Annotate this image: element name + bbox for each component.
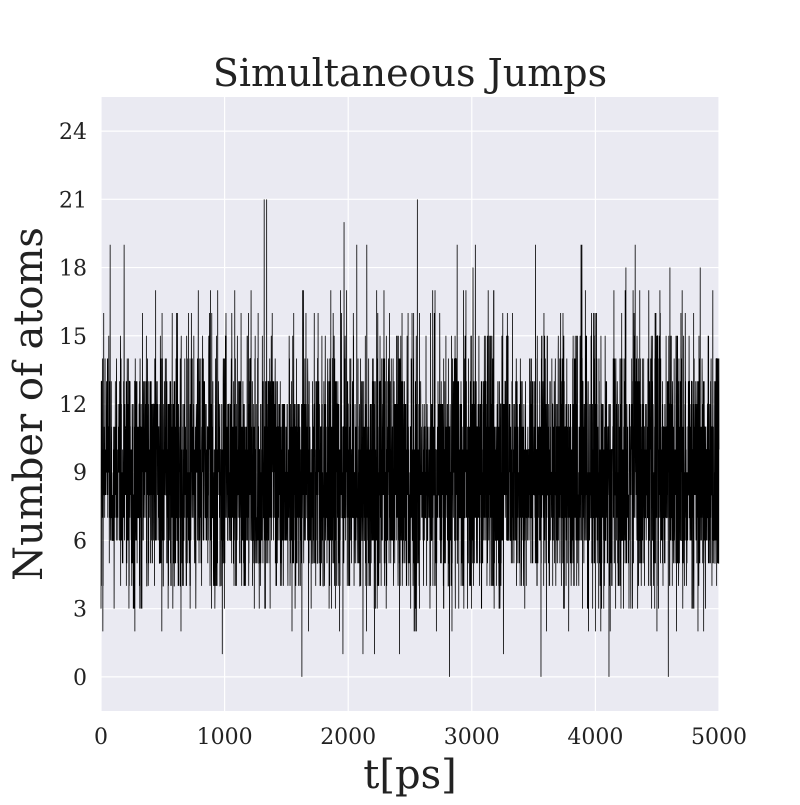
chart-title: Simultaneous Jumps (213, 51, 607, 95)
y-tick-label: 24 (59, 120, 87, 145)
y-tick-label: 6 (73, 529, 87, 554)
y-tick-label: 12 (59, 393, 87, 418)
y-tick-label: 15 (59, 325, 87, 350)
x-tick-label: 5000 (691, 725, 747, 750)
x-tick-label: 1000 (197, 725, 253, 750)
y-tick-label: 3 (73, 598, 87, 623)
y-ticks: 0 3 6 9 12 15 18 21 24 (59, 120, 87, 691)
x-tick-label: 3000 (444, 725, 500, 750)
x-tick-label: 2000 (320, 725, 376, 750)
x-tick-label: 4000 (567, 725, 623, 750)
x-axis-label: t[ps] (363, 752, 456, 798)
y-tick-label: 18 (59, 257, 87, 282)
series-line (100, 199, 720, 677)
y-tick-label: 9 (73, 461, 87, 486)
y-tick-label: 0 (73, 666, 87, 691)
x-tick-label: 0 (94, 725, 108, 750)
x-ticks: 0 1000 2000 3000 4000 5000 (94, 725, 747, 750)
y-tick-label: 21 (59, 188, 87, 213)
y-axis-label: Number of atoms (6, 227, 52, 581)
